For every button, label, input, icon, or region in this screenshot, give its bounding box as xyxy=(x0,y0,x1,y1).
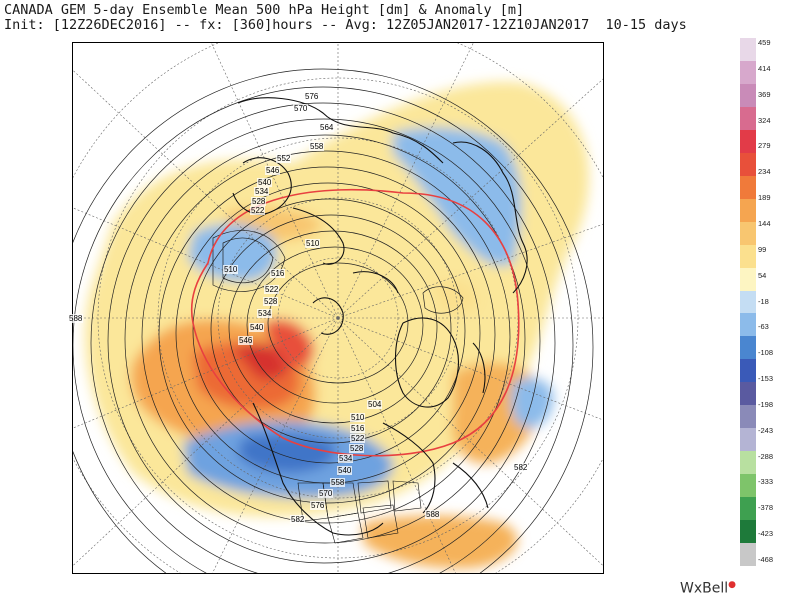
colorbar-tick-label: -423 xyxy=(758,529,774,539)
colorbar-segment xyxy=(740,336,756,360)
colorbar-tick-label: -18 xyxy=(758,296,769,306)
polar-map xyxy=(72,42,604,574)
contour-label: 516 xyxy=(270,269,286,278)
colorbar-tick-label: -333 xyxy=(758,477,774,487)
contour-label: 528 xyxy=(251,197,267,206)
colorbar-tick-label: -108 xyxy=(758,348,774,358)
colorbar-tick-label: 369 xyxy=(758,89,771,99)
contour-label: 534 xyxy=(338,454,354,463)
colorbar-segment xyxy=(740,405,756,429)
colorbar-tick-label: -468 xyxy=(758,555,774,564)
contour-label: 504 xyxy=(367,400,383,409)
colorbar-segment xyxy=(740,38,756,62)
colorbar-segment xyxy=(740,474,756,498)
contour-label: 522 xyxy=(250,206,266,215)
contour-label: 582 xyxy=(513,463,529,472)
colorbar-tick-label: 279 xyxy=(758,141,771,151)
colorbar-tick-label: -63 xyxy=(758,322,769,332)
coastlines xyxy=(232,97,528,536)
contour-label: 522 xyxy=(264,285,280,294)
colorbar-segment xyxy=(740,359,756,383)
colorbar-segment xyxy=(740,106,756,131)
colorbar-tick-label: -198 xyxy=(758,399,774,409)
colorbar-segment xyxy=(740,244,756,269)
contour-label: 528 xyxy=(349,444,365,453)
colorbar-segment xyxy=(740,520,756,544)
contour-label: 570 xyxy=(318,489,334,498)
colorbar-tick-label: 99 xyxy=(758,244,767,254)
colorbar-tick-label: 54 xyxy=(758,270,767,280)
colorbar-segment xyxy=(740,221,756,246)
colorbar-segment xyxy=(740,451,756,475)
colorbar-tick-label: 324 xyxy=(758,115,771,125)
contour-label: 522 xyxy=(350,434,366,443)
colorbar-segment xyxy=(740,290,756,314)
colorbar-tick-label: -153 xyxy=(758,374,774,384)
colorbar-tick-label: -243 xyxy=(758,425,774,435)
colorbar-segment xyxy=(740,428,756,452)
colorbar-segment xyxy=(740,382,756,406)
colorbar-tick-label: 414 xyxy=(758,63,771,73)
contour-label: 510 xyxy=(223,265,239,274)
colorbar-tick-label: 189 xyxy=(758,193,771,203)
colorbar-tick-label: 459 xyxy=(758,38,771,47)
contour-label: 558 xyxy=(309,142,325,151)
contour-label: 558 xyxy=(330,478,346,487)
colorbar-segment xyxy=(740,497,756,521)
anomaly-field xyxy=(85,81,589,569)
colorbar-segment xyxy=(740,267,756,292)
anomaly-colorbar xyxy=(740,38,756,567)
colorbar-tick-label: 144 xyxy=(758,218,771,228)
colorbar-segment xyxy=(740,175,756,200)
contour-label: 576 xyxy=(310,501,326,510)
contour-label: 540 xyxy=(249,323,265,332)
colorbar-tick-label: -288 xyxy=(758,451,774,461)
contour-label: 552 xyxy=(276,154,292,163)
wxbell-logo: WxBell● xyxy=(680,580,736,597)
colorbar-segment xyxy=(740,83,756,108)
colorbar-segment xyxy=(740,543,756,567)
contour-label: 546 xyxy=(238,336,254,345)
contour-label: 534 xyxy=(254,187,270,196)
colorbar-segment xyxy=(740,198,756,223)
contour-label: 534 xyxy=(257,309,273,318)
map-canvas xyxy=(73,43,603,573)
contour-label: 540 xyxy=(337,466,353,475)
contour-label: 516 xyxy=(350,424,366,433)
colorbar-tick-label: -378 xyxy=(758,503,774,513)
contour-label: 564 xyxy=(319,123,335,132)
contour-label: 546 xyxy=(265,166,281,175)
reference-contour xyxy=(190,188,520,457)
contour-label: 588 xyxy=(68,314,84,323)
colorbar-segment xyxy=(740,313,756,337)
colorbar-segment xyxy=(740,152,756,177)
contour-label: 582 xyxy=(290,515,306,524)
colorbar-segment xyxy=(740,129,756,154)
colorbar-tick-label: 234 xyxy=(758,167,771,177)
chart-title: CANADA GEM 5-day Ensemble Mean 500 hPa H… xyxy=(4,2,525,18)
contour-label: 540 xyxy=(257,178,273,187)
chart-subtitle: Init: [12Z26DEC2016] -- fx: [360]hours -… xyxy=(4,17,687,33)
contour-label: 588 xyxy=(425,510,441,519)
contour-label: 528 xyxy=(263,297,279,306)
contour-label: 510 xyxy=(305,239,321,248)
height-contours xyxy=(73,68,594,573)
contour-label: 570 xyxy=(293,104,309,113)
contour-label: 576 xyxy=(304,92,320,101)
contour-label: 510 xyxy=(350,413,366,422)
colorbar-segment xyxy=(740,60,756,85)
